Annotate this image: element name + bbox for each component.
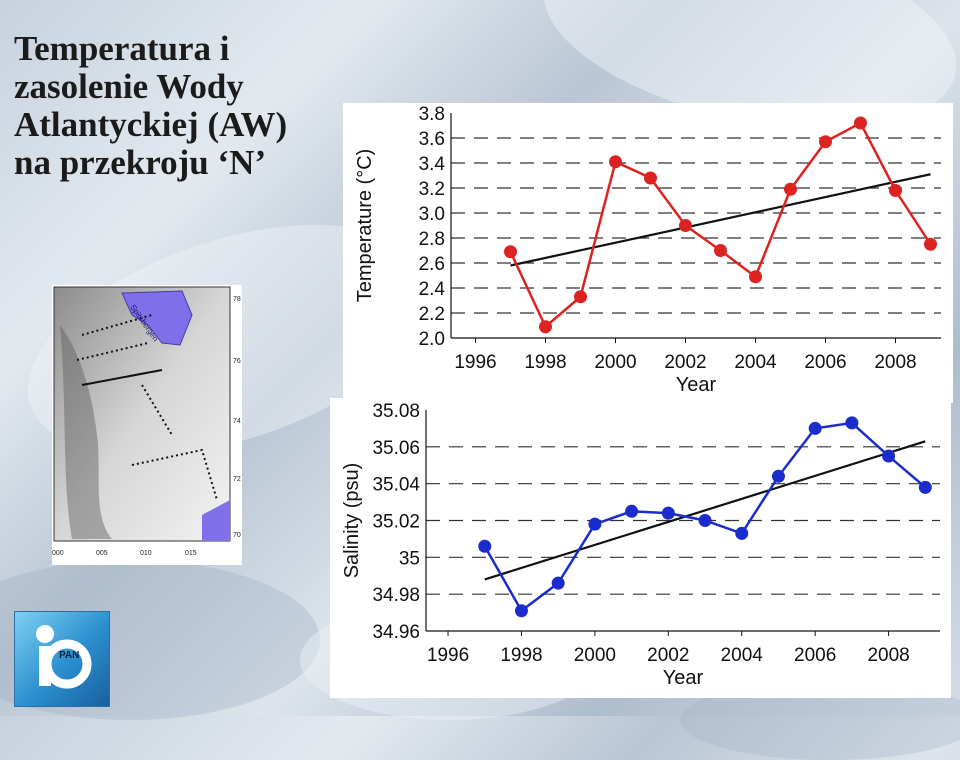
- temperature-x-tick-label: 2006: [804, 352, 846, 373]
- temperature-y-tick-label: 2.6: [419, 254, 445, 275]
- temperature-y-tick-label: 2.2: [419, 304, 445, 325]
- temperature-y-tick-label: 3.4: [419, 154, 446, 175]
- temperature-x-axis-label: Year: [676, 374, 717, 396]
- temperature-chart: 2.0 2.2 2.4 2.6 2.8 3.0 3.2 3.4 3.6 3.8 1996 1998 20…: [354, 104, 941, 396]
- salinity-x-tick-label: 2006: [794, 645, 836, 666]
- salinity-y-tick-label: 35.02: [372, 512, 420, 533]
- temperature-data-point: [854, 116, 867, 130]
- section-map: Spitsbergen 78 76 74 72 70 000 005 010 0…: [52, 285, 242, 565]
- temperature-data-point: [609, 155, 622, 169]
- institute-logo-icon: PAN: [14, 611, 110, 707]
- salinity-chart-panel: 34.96 34.98 35 35.02 35.04 35.06 35.08 1996 1998…: [330, 398, 951, 698]
- temperature-data-point: [749, 270, 762, 284]
- temperature-y-tick-label: 3.0: [419, 204, 445, 225]
- salinity-data-point: [514, 604, 528, 618]
- section-map-svg: Spitsbergen 78 76 74 72 70 000 005 010 0…: [52, 286, 241, 557]
- norway-land: [202, 500, 230, 541]
- lon-label: 015: [185, 550, 197, 557]
- lon-label: 010: [140, 550, 152, 557]
- temperature-x-tick-label: 2000: [594, 352, 636, 373]
- temperature-data-point: [714, 244, 727, 257]
- section-line: [76, 342, 149, 361]
- shelf-slope: [60, 325, 112, 539]
- temperature-x-tick-label: 1998: [524, 352, 566, 373]
- salinity-data-point: [808, 421, 822, 435]
- salinity-x-tick-label: 2000: [574, 645, 616, 666]
- temperature-data-point: [679, 219, 692, 232]
- temperature-y-tick-label: 2.8: [419, 229, 445, 250]
- temperature-y-tick-label: 2.0: [419, 329, 445, 350]
- temperature-y-axis-label: Temperature (°C): [354, 149, 376, 303]
- salinity-x-tick-label: 2004: [721, 645, 764, 666]
- salinity-x-tick-label: 2008: [867, 645, 909, 666]
- salinity-x-axis-label: Year: [663, 667, 704, 689]
- salinity-data-point: [698, 514, 712, 527]
- lat-label: 74: [233, 418, 241, 425]
- salinity-y-tick-label: 35.04: [372, 475, 420, 496]
- salinity-x-tick-label: 1996: [427, 645, 469, 666]
- temperature-data-point: [924, 237, 937, 251]
- temperature-chart-panel: 2.0 2.2 2.4 2.6 2.8 3.0 3.2 3.4 3.6 3.8 1996 1998 20…: [343, 103, 953, 403]
- section-n-line: [81, 369, 163, 386]
- logo-emblem: [36, 625, 92, 689]
- temperature-x-tick-label: 2004: [734, 352, 777, 373]
- temperature-data-point: [819, 135, 832, 149]
- temperature-data-point: [539, 320, 552, 334]
- salinity-y-axis-label: Salinity (psu): [341, 463, 363, 579]
- lon-label: 005: [96, 550, 108, 557]
- salinity-trend-line: [484, 440, 926, 581]
- temperature-data-point: [574, 290, 587, 304]
- temperature-data-point: [784, 182, 797, 196]
- temperature-y-tick-label: 3.2: [419, 179, 445, 200]
- map-frame: [53, 286, 231, 542]
- temperature-data-point: [644, 171, 657, 185]
- section-line: [81, 314, 153, 336]
- salinity-data-point: [551, 576, 565, 590]
- salinity-y-tick-label: 34.96: [372, 622, 420, 643]
- lon-label: 000: [52, 550, 64, 557]
- temperature-data-point: [889, 184, 902, 197]
- temperature-y-tick-label: 3.6: [419, 129, 445, 150]
- section-line: [131, 448, 218, 501]
- salinity-data-point: [882, 449, 896, 463]
- salinity-y-tick-label: 35.06: [372, 438, 420, 459]
- slide-title: Temperatura i zasolenie Wody Atlantyckie…: [14, 29, 288, 182]
- lat-label: 72: [233, 476, 241, 483]
- temperature-y-tick-label: 2.4: [419, 279, 446, 300]
- salinity-data-point: [661, 506, 675, 520]
- temperature-series-line: [509, 121, 932, 329]
- temperature-x-tick-label: 2002: [664, 352, 706, 373]
- salinity-data-point: [478, 539, 492, 553]
- salinity-x-tick-label: 1998: [500, 645, 542, 666]
- salinity-data-point: [918, 480, 932, 494]
- lat-label: 70: [233, 532, 241, 539]
- temperature-data-point: [504, 245, 517, 259]
- logo-label: PAN: [59, 650, 80, 661]
- spitsbergen-land: [121, 290, 193, 346]
- salinity-data-point: [625, 504, 639, 518]
- salinity-data-point: [771, 469, 785, 483]
- temperature-x-tick-label: 1996: [454, 352, 496, 373]
- temperature-y-tick-label: 3.8: [419, 104, 445, 125]
- salinity-chart: 34.96 34.98 35 35.02 35.04 35.06 35.08 1996 1998…: [341, 401, 940, 689]
- salinity-y-tick-label: 34.98: [372, 585, 420, 606]
- salinity-y-tick-label: 35.08: [372, 401, 420, 422]
- lat-label: 78: [233, 296, 241, 303]
- salinity-y-tick-label: 35: [399, 548, 420, 569]
- lat-label: 76: [233, 358, 241, 365]
- salinity-data-point: [845, 416, 859, 430]
- salinity-data-point: [588, 517, 602, 531]
- salinity-x-tick-label: 2002: [647, 645, 689, 666]
- salinity-data-point: [735, 526, 749, 540]
- temperature-x-tick-label: 2008: [874, 352, 916, 373]
- temperature-trend-line: [510, 173, 931, 267]
